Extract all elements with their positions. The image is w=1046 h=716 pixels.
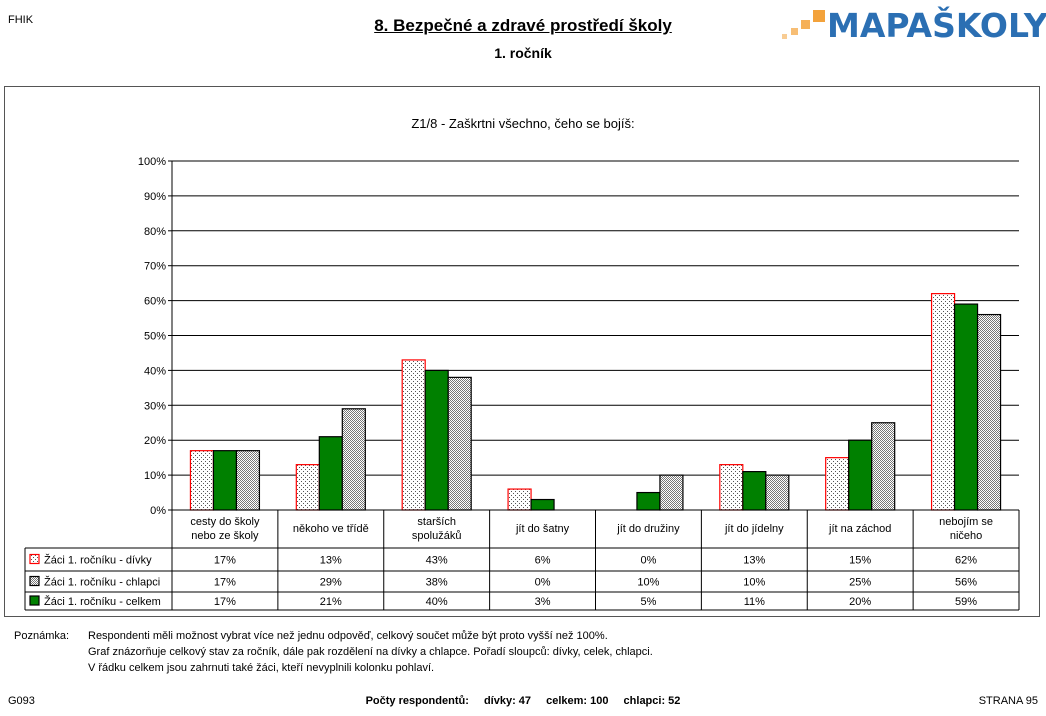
- legend-label: Žáci 1. ročníku - dívky: [44, 554, 152, 567]
- bar: [930, 293, 956, 511]
- bar: [189, 450, 215, 511]
- respondents-girls: dívky: 47: [483, 695, 532, 707]
- bar: [636, 491, 661, 511]
- legend-swatch: [29, 575, 40, 587]
- data-label: 43%: [426, 555, 448, 567]
- bar: [530, 498, 555, 511]
- notes-label: Poznámka:: [14, 630, 70, 642]
- bar: [848, 439, 873, 511]
- y-tick-label: 40%: [144, 365, 166, 377]
- chart-frame: [4, 86, 1040, 617]
- data-label: 5%: [640, 596, 656, 608]
- y-tick-label: 20%: [144, 435, 166, 447]
- data-label: 0%: [535, 577, 551, 589]
- page-title: 8. Bezpečné a zdravé prostředí školy: [374, 16, 672, 35]
- y-tick-label: 10%: [144, 470, 166, 482]
- data-label: 6%: [535, 555, 551, 567]
- bar: [235, 450, 261, 511]
- note-line: Respondenti měli možnost vybrat více než…: [88, 630, 608, 642]
- bar: [659, 474, 684, 511]
- y-tick-label: 30%: [144, 400, 166, 412]
- respondents-boys: chlapci: 52: [623, 695, 681, 707]
- legend-swatch: [29, 553, 40, 565]
- y-tick-label: 80%: [144, 226, 166, 238]
- y-tick-label: 90%: [144, 191, 166, 203]
- mapaskoly-logo: MAPAŠKOLY: [775, 6, 1046, 46]
- bar: [424, 369, 449, 511]
- data-label: 20%: [849, 596, 871, 608]
- bar: [976, 313, 1002, 511]
- data-label: 10%: [743, 577, 765, 589]
- category-label: jít do šatny: [515, 523, 570, 535]
- data-label: 0%: [640, 555, 656, 567]
- category-label: jít na záchod: [828, 523, 891, 535]
- bar: [447, 376, 472, 511]
- category-label: jít do družiny: [616, 523, 680, 535]
- logo-text: MAPAŠKOLY: [827, 6, 1046, 45]
- data-label: 25%: [849, 577, 871, 589]
- bar: [871, 422, 896, 511]
- data-label: 17%: [214, 555, 236, 567]
- corner-code: FHIK: [8, 14, 34, 26]
- data-label: 59%: [955, 596, 977, 608]
- bar: [765, 474, 790, 511]
- bar: [953, 303, 979, 511]
- data-label: 3%: [535, 596, 551, 608]
- y-tick-label: 60%: [144, 296, 166, 308]
- data-label: 62%: [955, 555, 977, 567]
- category-label: nebo ze školy: [191, 530, 259, 542]
- data-label: 17%: [214, 596, 236, 608]
- bar: [719, 464, 744, 511]
- data-label: 13%: [743, 555, 765, 567]
- bar: [742, 471, 767, 511]
- data-label: 21%: [320, 596, 342, 608]
- legend-label: Žáci 1. ročníku - chlapci: [44, 576, 160, 589]
- data-label: 15%: [849, 555, 871, 567]
- legend-label: Žáci 1. ročníku - celkem: [44, 595, 161, 608]
- respondents-total: celkem: 100: [546, 695, 609, 707]
- y-tick-label: 50%: [144, 331, 166, 343]
- data-label: 40%: [426, 596, 448, 608]
- data-label: 29%: [320, 577, 342, 589]
- data-label: 11%: [744, 596, 765, 608]
- data-label: 17%: [214, 577, 236, 589]
- data-label: 10%: [637, 577, 659, 589]
- note-line: Graf znázorňuje celkový stav za ročník, …: [88, 646, 653, 658]
- page-subtitle: 1. ročník: [494, 45, 552, 61]
- y-tick-label: 0%: [150, 505, 166, 517]
- category-label: starších: [417, 516, 456, 528]
- bar: [825, 457, 850, 511]
- y-tick-label: 70%: [144, 261, 166, 273]
- category-label: nebojím se: [939, 516, 993, 528]
- y-tick-label: 100%: [138, 156, 166, 168]
- bar: [341, 408, 366, 511]
- respondents-counts: Počty respondentů: dívky: 47 celkem: 100…: [0, 695, 1046, 707]
- data-label: 56%: [955, 577, 977, 589]
- bar: [507, 488, 532, 511]
- legend-swatch: [29, 595, 40, 606]
- category-label: ničeho: [950, 530, 982, 542]
- page-number: STRANA 95: [978, 695, 1038, 707]
- logo-squares-icon: [775, 6, 825, 46]
- footer-code: G093: [8, 695, 35, 707]
- chart-title: Z1/8 - Zaškrtni všechno, čeho se bojíš:: [411, 116, 635, 131]
- respondents-label: Počty respondentů:: [365, 695, 469, 707]
- bar: [212, 450, 238, 511]
- category-label: spolužáků: [412, 530, 462, 542]
- bar: [401, 359, 426, 511]
- bar: [295, 464, 320, 511]
- note-line: V řádku celkem jsou zahrnuti také žáci, …: [88, 662, 435, 674]
- category-label: jít do jídelny: [724, 523, 784, 535]
- bar: [318, 436, 343, 511]
- category-label: někoho ve třídě: [293, 523, 369, 535]
- data-label: 13%: [320, 555, 342, 567]
- data-label: 38%: [426, 577, 448, 589]
- category-label: cesty do školy: [190, 516, 260, 528]
